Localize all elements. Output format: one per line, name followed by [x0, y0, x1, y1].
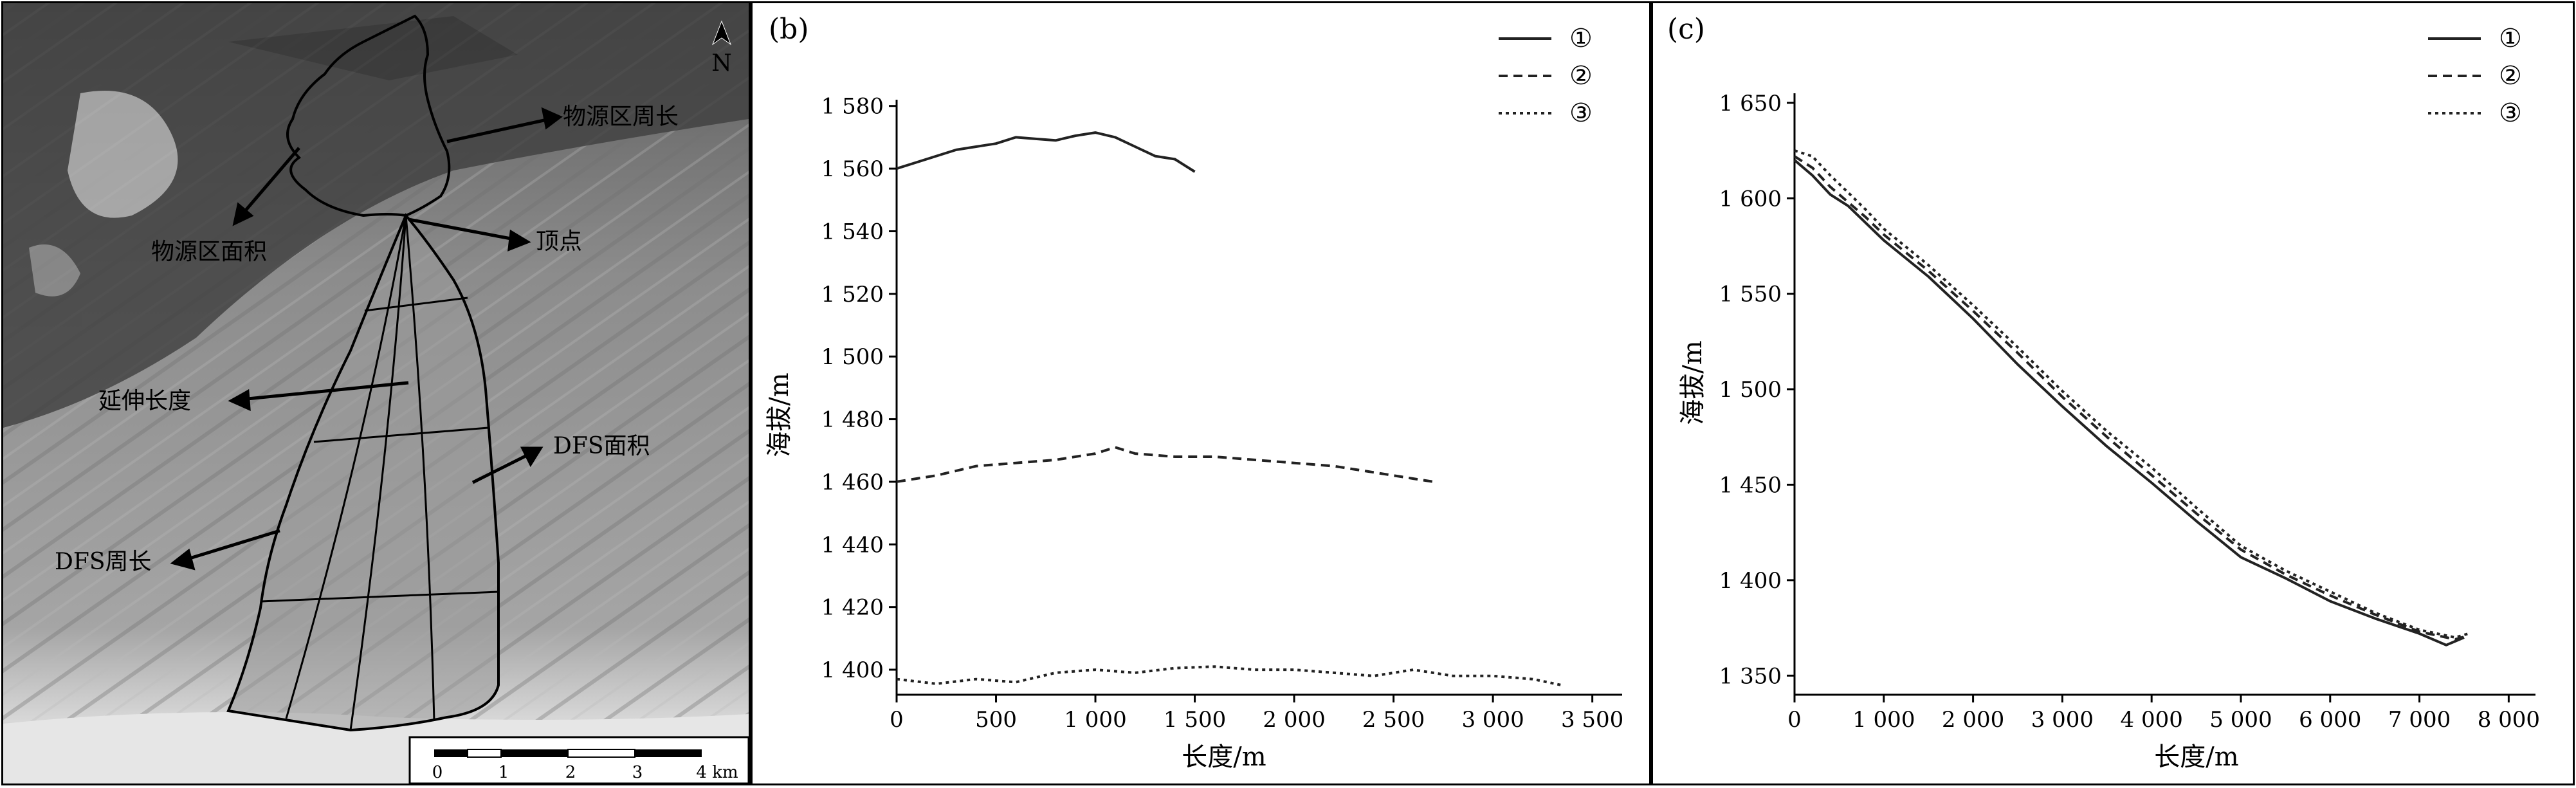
y-tick-label: 1 460: [821, 470, 884, 495]
x-tick-label: 2 500: [1362, 707, 1425, 733]
series-line-3: [1794, 149, 2469, 639]
label-dfs-area: DFS面积: [553, 433, 650, 459]
y-tick-label: 1 600: [1719, 186, 1782, 212]
x-tick-label: 0: [1787, 707, 1802, 733]
elevation-profile-chart-b: (b) 海拔/m 长度/m 0 500 1 000 1 500 2 000 2 500 3 …: [765, 13, 1623, 772]
x-tick-label: 0: [890, 707, 904, 733]
y-tick-label: 1 440: [821, 532, 884, 558]
x-tick-label: 7 000: [2388, 707, 2451, 733]
y-tick-label: 1 400: [1719, 568, 1782, 594]
series-line-1: [1793, 159, 2465, 646]
map-annotation-arrows: [170, 107, 563, 571]
satellite-map: 物源区周长 物源区面积 顶点 延伸长度 DFS面积 DFS周长 N 0 1 2 …: [3, 3, 749, 783]
x-tick-label: 2 000: [1263, 707, 1325, 733]
scale-tick-4: 4 km: [696, 763, 738, 782]
x-tick-label: 4 000: [2121, 707, 2183, 733]
y-tick-label: 1 450: [1719, 472, 1782, 498]
north-label: N: [711, 50, 732, 77]
label-source-area: 物源区面积: [151, 239, 267, 265]
series-line-2: [896, 446, 1434, 483]
scale-tick-3: 3: [632, 763, 643, 782]
scale-tick-2: 2: [565, 763, 576, 782]
label-source-perimeter: 物源区周长: [563, 104, 679, 130]
y-tick-label: 1 540: [821, 219, 884, 244]
label-dfs-perimeter: DFS周长: [55, 549, 152, 575]
series-line-2: [1793, 155, 2469, 641]
north-arrow-icon: N: [711, 20, 732, 77]
scale-bar: 0 1 2 3 4 km: [408, 736, 749, 783]
x-tick-label: 2 000: [1942, 707, 2004, 733]
legend-label-1: ①: [2499, 24, 2522, 53]
scale-tick-0: 0: [432, 763, 443, 782]
panel-label-c: (c): [1667, 13, 1705, 46]
y-tick-label: 1 520: [821, 282, 884, 307]
legend-label-3: ③: [1569, 98, 1593, 128]
x-tick-label: 1 500: [1164, 707, 1226, 733]
legend-label-1: ①: [1569, 24, 1593, 53]
source-area-outline: [286, 14, 451, 217]
y-tick-label: 1 420: [821, 595, 884, 621]
x-tick-label: 3 000: [2031, 707, 2094, 733]
x-tick-label: 6 000: [2299, 707, 2361, 733]
y-tick-label: 1 500: [1719, 377, 1782, 403]
series-line-3: [896, 665, 1563, 687]
y-tick-label: 1 480: [821, 407, 884, 433]
label-apex: 顶点: [536, 228, 582, 255]
elevation-profile-chart-c: (c) 海拔/m 长度/m 0 1 000 2 000 3 000 4 000 5 000…: [1667, 13, 2540, 772]
legend-label-2: ②: [2499, 61, 2522, 91]
y-tick-label: 1 350: [1719, 663, 1782, 689]
y-tick-label: 1 400: [821, 657, 884, 683]
x-tick-label: 500: [975, 707, 1017, 733]
y-tick-label: 1 650: [1719, 91, 1782, 116]
elevation-profile-c-panel: (c) 海拔/m 长度/m 0 1 000 2 000 3 000 4 000 5 000…: [1651, 1, 2575, 785]
y-axis-label-c: 海拔/m: [1678, 340, 1708, 425]
x-tick-label: 8 000: [2478, 707, 2540, 733]
y-tick-label: 1 560: [821, 156, 884, 182]
panel-label-b: (b): [769, 13, 809, 46]
mountain-terrain: [3, 3, 749, 428]
y-tick-label: 1 550: [1719, 282, 1782, 307]
dfs-grid-lines: [260, 215, 499, 731]
x-tick-label: 3 000: [1461, 707, 1524, 733]
scale-tick-1: 1: [498, 763, 509, 782]
series-line-1: [896, 131, 1196, 173]
x-axis-label-c: 长度/m: [2154, 742, 2238, 772]
label-extension-length: 延伸长度: [98, 388, 191, 414]
x-tick-label: 3 500: [1561, 707, 1623, 733]
x-tick-label: 1 000: [1852, 707, 1915, 733]
y-axis-label-b: 海拔/m: [765, 372, 794, 457]
elevation-profile-b-panel: (b) 海拔/m 长度/m 0 500 1 000 1 500 2 000 2 500 3 …: [751, 1, 1651, 785]
y-tick-label: 1 580: [821, 94, 884, 120]
x-axis-label-b: 长度/m: [1182, 742, 1266, 772]
legend-label-3: ③: [2499, 98, 2522, 128]
x-tick-label: 1 000: [1064, 707, 1126, 733]
x-tick-label: 5 000: [2209, 707, 2272, 733]
y-tick-label: 1 500: [821, 344, 884, 370]
legend-label-2: ②: [1569, 61, 1593, 91]
satellite-map-panel: 物源区周长 物源区面积 顶点 延伸长度 DFS面积 DFS周长 N 0 1 2 …: [1, 1, 751, 785]
